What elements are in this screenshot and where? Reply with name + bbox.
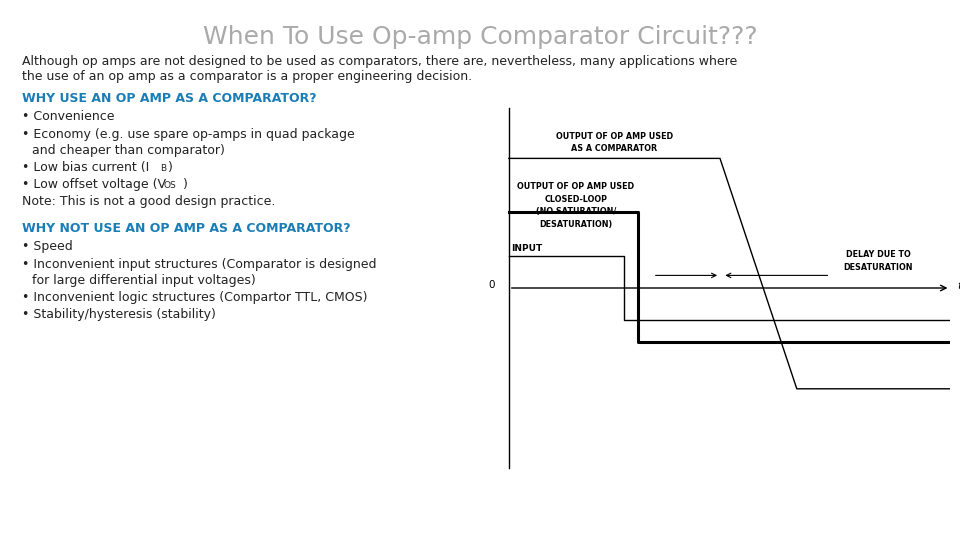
Text: ): ) bbox=[168, 161, 173, 174]
Text: INPUT: INPUT bbox=[511, 244, 542, 253]
Text: When To Use Op-amp Comparator Circuit???: When To Use Op-amp Comparator Circuit??? bbox=[203, 25, 757, 49]
Text: • Economy (e.g. use spare op-amps in quad package: • Economy (e.g. use spare op-amps in qua… bbox=[22, 128, 355, 141]
Text: • Low offset voltage (V: • Low offset voltage (V bbox=[22, 178, 166, 191]
Text: AS A COMPARATOR: AS A COMPARATOR bbox=[571, 144, 658, 153]
Text: • Low bias current (I: • Low bias current (I bbox=[22, 161, 149, 174]
Text: Although op amps are not designed to be used as comparators, there are, neverthe: Although op amps are not designed to be … bbox=[22, 55, 737, 68]
Text: WHY NOT USE AN OP AMP AS A COMPARATOR?: WHY NOT USE AN OP AMP AS A COMPARATOR? bbox=[22, 222, 350, 235]
Text: ): ) bbox=[183, 178, 188, 191]
Text: WHY USE AN OP AMP AS A COMPARATOR?: WHY USE AN OP AMP AS A COMPARATOR? bbox=[22, 92, 317, 105]
Text: DELAY DUE TO: DELAY DUE TO bbox=[846, 251, 911, 259]
Text: • Speed: • Speed bbox=[22, 240, 73, 253]
Text: DESATURATION: DESATURATION bbox=[844, 263, 913, 272]
Text: OUTPUT OF OP AMP USED: OUTPUT OF OP AMP USED bbox=[556, 132, 673, 140]
Text: and cheaper than comparator): and cheaper than comparator) bbox=[32, 144, 225, 157]
Text: Note: This is not a good design practice.: Note: This is not a good design practice… bbox=[22, 195, 276, 208]
Text: (NO SATURATION/: (NO SATURATION/ bbox=[536, 207, 616, 216]
Text: 0: 0 bbox=[488, 280, 494, 290]
Text: t: t bbox=[958, 281, 960, 291]
Text: • Inconvenient input structures (Comparator is designed: • Inconvenient input structures (Compara… bbox=[22, 258, 376, 271]
Text: B: B bbox=[160, 164, 166, 173]
Text: CLOSED-LOOP: CLOSED-LOOP bbox=[544, 194, 608, 204]
Text: OS: OS bbox=[163, 181, 176, 190]
Text: DESATURATION): DESATURATION) bbox=[540, 220, 612, 229]
Text: • Convenience: • Convenience bbox=[22, 110, 114, 123]
Text: the use of an op amp as a comparator is a proper engineering decision.: the use of an op amp as a comparator is … bbox=[22, 70, 472, 83]
Text: OUTPUT OF OP AMP USED: OUTPUT OF OP AMP USED bbox=[517, 182, 635, 191]
Text: • Stability/hysteresis (stability): • Stability/hysteresis (stability) bbox=[22, 308, 216, 321]
Text: for large differential input voltages): for large differential input voltages) bbox=[32, 274, 255, 287]
Text: • Inconvenient logic structures (Compartor TTL, CMOS): • Inconvenient logic structures (Compart… bbox=[22, 291, 368, 304]
